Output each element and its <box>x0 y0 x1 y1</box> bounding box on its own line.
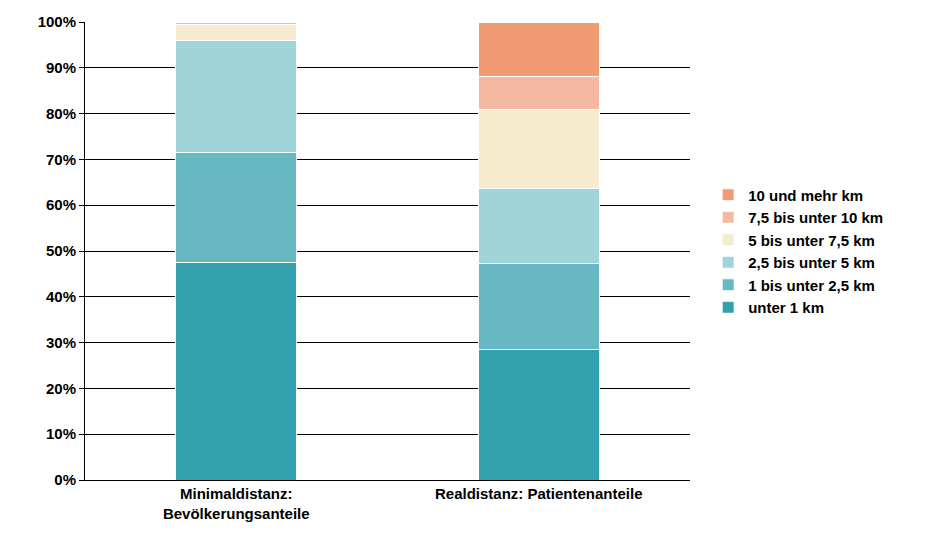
svg-text:10%: 10% <box>46 425 76 442</box>
svg-text:70%: 70% <box>46 151 76 168</box>
svg-text:5 bis unter 7,5 km: 5 bis unter 7,5 km <box>748 232 875 249</box>
svg-text:0%: 0% <box>54 471 76 488</box>
svg-text:Realdistanz: Patientenanteile: Realdistanz: Patientenanteile <box>435 485 643 502</box>
svg-text:90%: 90% <box>46 59 76 76</box>
svg-text:20%: 20% <box>46 380 76 397</box>
svg-text:40%: 40% <box>46 288 76 305</box>
svg-text:60%: 60% <box>46 196 76 213</box>
svg-text:unter 1 km: unter 1 km <box>748 299 824 316</box>
svg-text:1 bis unter 2,5 km: 1 bis unter 2,5 km <box>748 277 875 294</box>
svg-text:10 und mehr km: 10 und mehr km <box>748 187 863 204</box>
svg-text:7,5 bis unter 10 km: 7,5 bis unter 10 km <box>748 209 883 226</box>
svg-text:100%: 100% <box>38 13 76 30</box>
svg-text:50%: 50% <box>46 242 76 259</box>
svg-text:80%: 80% <box>46 105 76 122</box>
svg-text:30%: 30% <box>46 334 76 351</box>
svg-text:Minimaldistanz:Bevölkerungsant: Minimaldistanz:Bevölkerungsanteile <box>163 485 310 522</box>
svg-text:2,5 bis unter 5 km: 2,5 bis unter 5 km <box>748 254 875 271</box>
